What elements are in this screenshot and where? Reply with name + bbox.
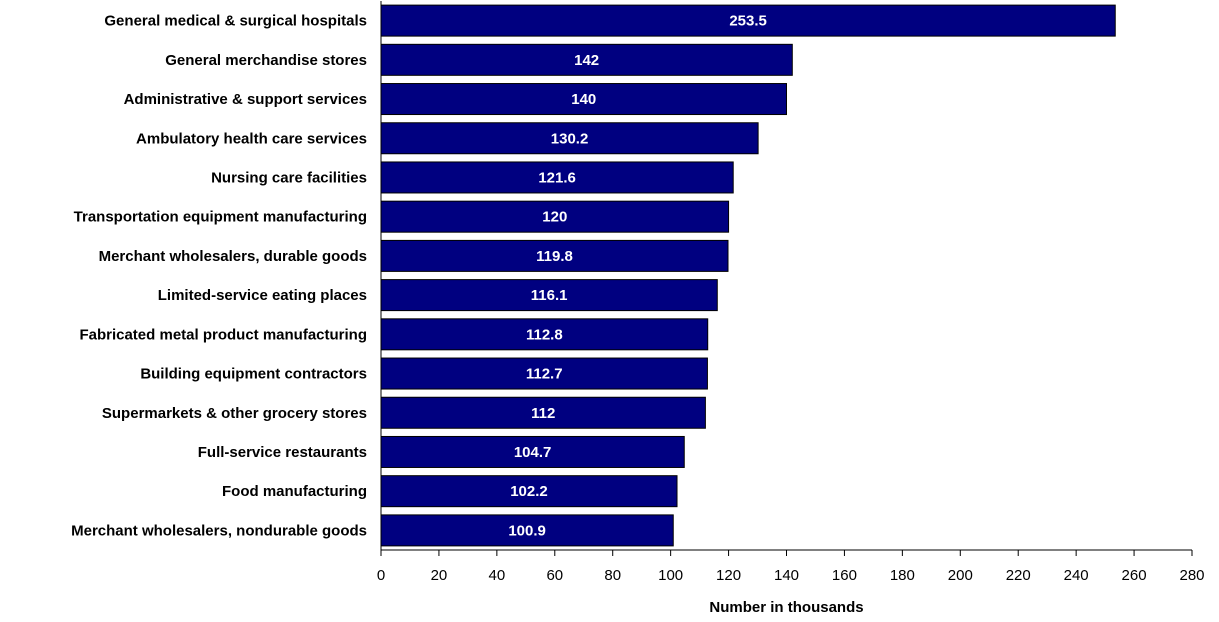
value-label: 140 bbox=[571, 91, 596, 108]
x-tick-label: 80 bbox=[604, 567, 621, 584]
category-label: Merchant wholesalers, durable goods bbox=[99, 248, 367, 265]
bar-3 bbox=[380, 83, 787, 116]
category-labels-group: General medical & surgical hospitals Gene… bbox=[71, 13, 367, 540]
x-tick-label: 100 bbox=[658, 567, 683, 584]
x-ticks-group: 0 20 40 60 80 100 120 140 160 180 200 220 240 260 280 bbox=[377, 550, 1205, 584]
bar-11 bbox=[380, 396, 706, 429]
value-label: 112.8 bbox=[526, 326, 563, 343]
x-tick-label: 120 bbox=[716, 567, 741, 584]
x-tick-label: 140 bbox=[774, 567, 799, 584]
bar-2 bbox=[380, 43, 793, 76]
value-label: 112.7 bbox=[526, 366, 563, 383]
x-tick-label: 60 bbox=[546, 567, 563, 584]
x-tick-label: 180 bbox=[890, 567, 915, 584]
bar-1 bbox=[380, 4, 1116, 37]
bar-13 bbox=[380, 475, 678, 508]
value-label: 100.9 bbox=[508, 522, 546, 539]
category-label: General merchandise stores bbox=[165, 52, 367, 69]
category-label: Merchant wholesalers, nondurable goods bbox=[71, 522, 367, 539]
category-label: Food manufacturing bbox=[222, 483, 367, 500]
x-tick-label: 160 bbox=[832, 567, 857, 584]
value-label: 102.2 bbox=[510, 483, 548, 500]
category-label: Ambulatory health care services bbox=[136, 130, 367, 147]
category-label: Limited-service eating places bbox=[158, 287, 367, 304]
category-label: Supermarkets & other grocery stores bbox=[102, 405, 367, 422]
category-label: Fabricated metal product manufacturing bbox=[79, 326, 367, 343]
value-label: 121.6 bbox=[538, 169, 576, 186]
bar-12 bbox=[380, 435, 685, 468]
value-labels-group: 253.5 142 140 130.2 121.6 120 119.8 116.1 112.8 1… bbox=[508, 13, 767, 540]
value-label: 104.7 bbox=[514, 444, 552, 461]
value-label: 130.2 bbox=[551, 130, 589, 147]
x-tick-label: 220 bbox=[1006, 567, 1031, 584]
x-axis-title: Number in thousands bbox=[709, 599, 863, 616]
bar-14 bbox=[380, 514, 674, 547]
value-label: 120 bbox=[542, 209, 567, 226]
x-tick-label: 0 bbox=[377, 567, 385, 584]
category-label: Building equipment contractors bbox=[140, 366, 367, 383]
value-label: 119.8 bbox=[536, 248, 573, 265]
bar-5 bbox=[380, 161, 734, 194]
x-tick-label: 280 bbox=[1179, 567, 1204, 584]
value-label: 253.5 bbox=[729, 13, 767, 30]
category-label: Nursing care facilities bbox=[211, 169, 367, 186]
x-tick-label: 40 bbox=[489, 567, 506, 584]
category-label: Transportation equipment manufacturing bbox=[74, 209, 367, 226]
category-label: Full-service restaurants bbox=[198, 444, 367, 461]
value-label: 112 bbox=[531, 405, 555, 422]
category-label: Administrative & support services bbox=[124, 91, 367, 108]
x-tick-label: 240 bbox=[1064, 567, 1089, 584]
x-tick-label: 200 bbox=[948, 567, 973, 584]
bar-4 bbox=[380, 122, 759, 155]
value-label: 142 bbox=[574, 52, 599, 69]
value-label: 116.1 bbox=[531, 287, 568, 304]
x-tick-label: 260 bbox=[1122, 567, 1147, 584]
category-label: General medical & surgical hospitals bbox=[104, 13, 367, 30]
x-tick-label: 20 bbox=[431, 567, 448, 584]
bar-10 bbox=[380, 357, 708, 390]
bar-7 bbox=[380, 239, 729, 272]
bars-group bbox=[380, 4, 1116, 547]
